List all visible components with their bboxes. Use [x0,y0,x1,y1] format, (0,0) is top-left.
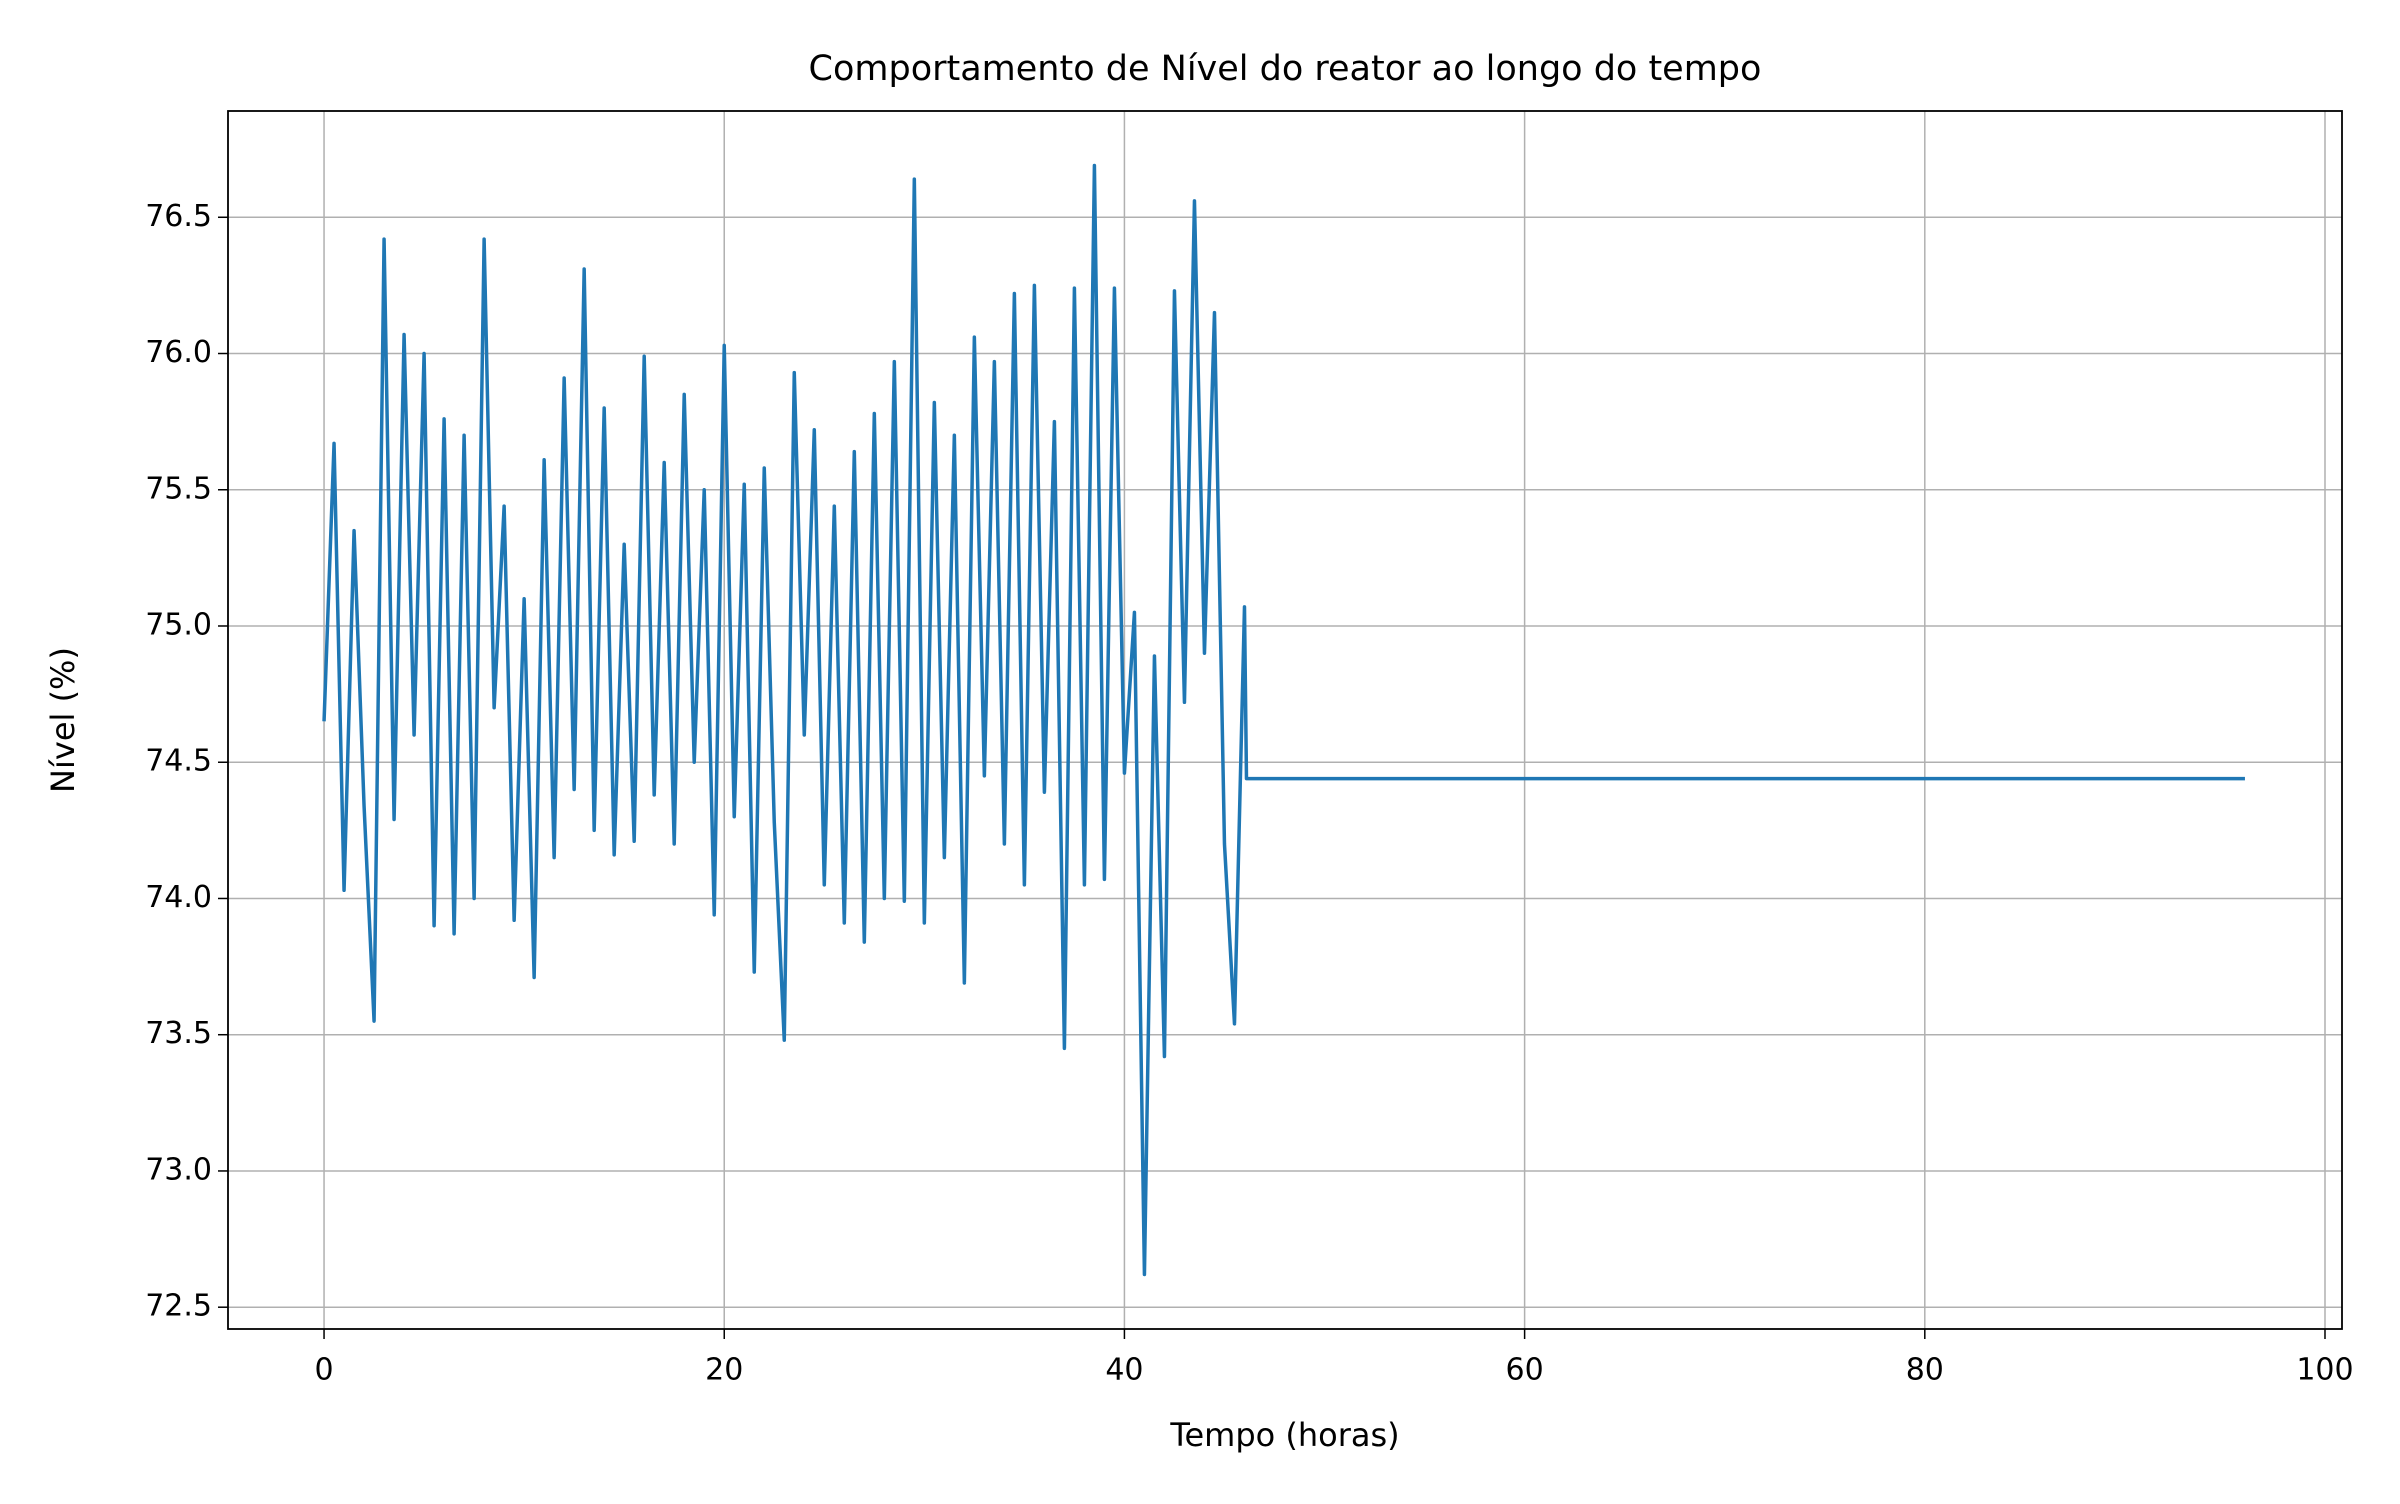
y-tick-label: 72.5 [145,1289,212,1324]
x-axis-label: Tempo (horas) [1169,1416,1399,1454]
x-tick-label: 0 [314,1353,333,1388]
x-tick-label: 80 [1906,1353,1944,1388]
x-tick-label: 60 [1506,1353,1544,1388]
data-line [322,163,2245,1277]
x-tick-label: 40 [1105,1353,1143,1388]
chart-title: Comportamento de Nível do reator ao long… [809,49,1762,89]
y-tick-label: 74.0 [145,880,212,915]
x-tick-label: 20 [705,1353,743,1388]
x-tick-label: 100 [2296,1353,2353,1388]
y-tick-label: 76.5 [145,199,212,234]
y-tick-label: 74.5 [145,744,212,779]
y-tick-label: 73.0 [145,1152,212,1187]
y-tick-label: 76.0 [145,335,212,370]
y-axis-label: Nível (%) [44,647,82,793]
y-tick-label: 75.0 [145,607,212,642]
plot-frame [227,110,2343,1330]
y-tick-label: 73.5 [145,1016,212,1051]
y-tick-label: 75.5 [145,471,212,506]
